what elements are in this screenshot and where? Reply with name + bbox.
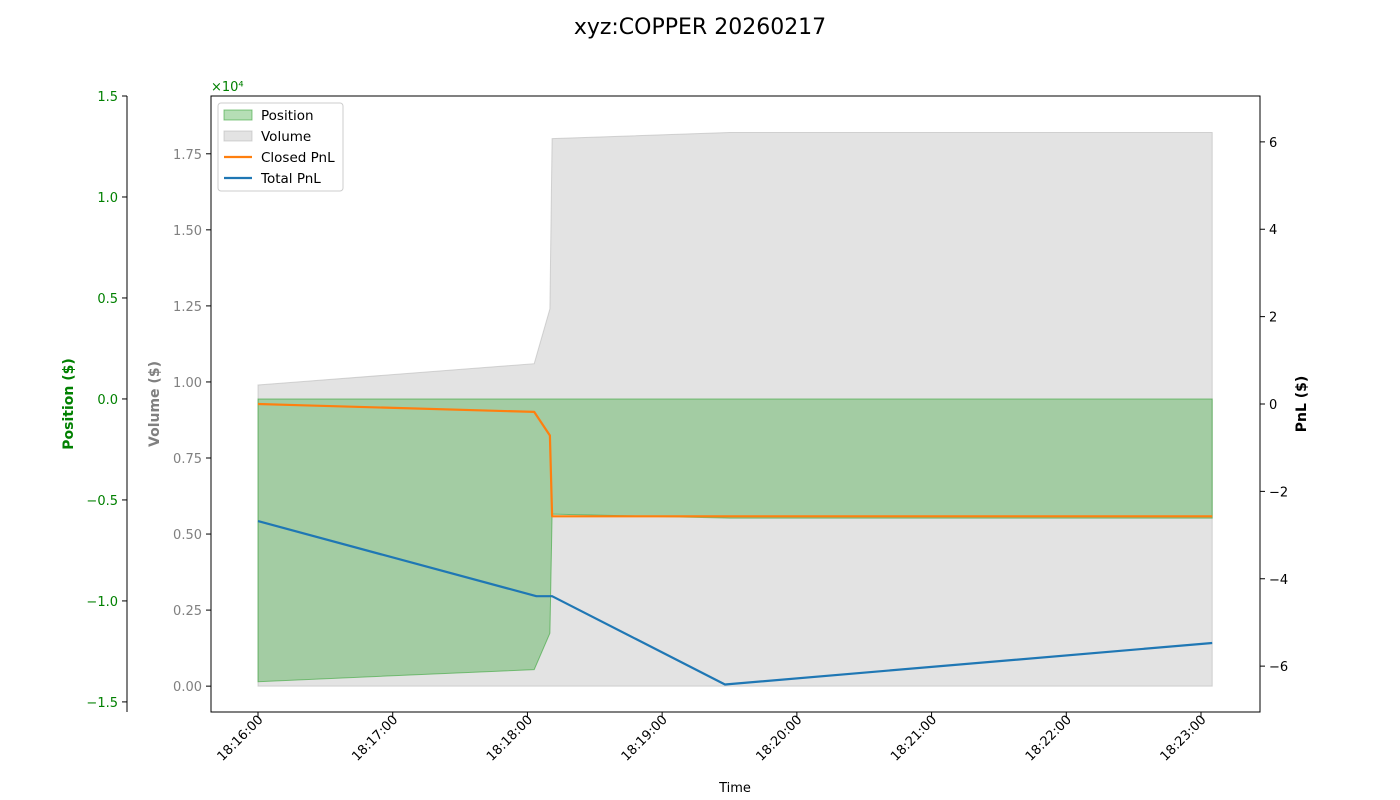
x-tick-label: 18:18:00 (484, 713, 536, 765)
x-tick-label: 18:23:00 (1158, 713, 1210, 765)
legend-swatch-volume (223, 130, 253, 142)
volume-tick-label: 1.75 (173, 148, 202, 163)
x-axis-title: Time (718, 781, 751, 796)
volume-tick-label: 1.25 (173, 300, 202, 315)
x-tick-label: 18:19:00 (619, 713, 671, 765)
position-tick-label: −0.5 (86, 494, 118, 509)
pnl-axis-title: PnL ($) (1294, 376, 1310, 433)
volume-tick-label: 0.75 (173, 452, 202, 467)
legend-label-position: Position (261, 108, 314, 124)
x-tick-label: 18:20:00 (753, 713, 805, 765)
x-tick-label: 18:21:00 (888, 713, 940, 765)
legend-swatch-position (223, 109, 253, 121)
x-tick-label: 18:22:00 (1023, 713, 1075, 765)
position-axis-title: Position ($) (61, 358, 77, 450)
volume-tick-label: 1.50 (173, 224, 202, 239)
pnl-tick-label: 0 (1269, 398, 1277, 413)
position-tick-label: 0.5 (97, 292, 118, 307)
position-tick-label: −1.0 (86, 595, 118, 610)
volume-tick-label: 0.00 (173, 680, 202, 695)
position-multiplier: ×10⁴ (211, 80, 244, 95)
position-tick-label: −1.5 (86, 696, 118, 711)
pnl-tick-label: −4 (1269, 573, 1288, 588)
x-tick-label: 18:17:00 (349, 713, 401, 765)
legend-label-closed-pnl: Closed PnL (261, 150, 335, 166)
legend-label-total-pnl: Total PnL (260, 171, 321, 187)
pnl-tick-label: 6 (1269, 136, 1277, 151)
legend-box (217, 102, 344, 192)
legend-label-volume: Volume (261, 129, 311, 145)
x-tick-label: 18:16:00 (215, 713, 267, 765)
volume-tick-label: 0.50 (173, 528, 202, 543)
pnl-tick-label: 4 (1269, 223, 1277, 238)
chart-title: xyz:COPPER 20260217 (574, 15, 826, 40)
position-tick-label: 1.5 (97, 90, 118, 105)
legend: Position Volume Closed PnL Total PnL (217, 102, 344, 192)
closed-pnl-line (257, 402, 1213, 518)
volume-axis-title: Volume ($) (147, 361, 163, 447)
position-tick-label: 1.0 (97, 191, 118, 206)
pnl-tick-label: −2 (1269, 485, 1288, 500)
volume-tick-label: 1.00 (173, 376, 202, 391)
pnl-tick-label: 2 (1269, 311, 1277, 326)
volume-tick-label: 0.25 (173, 604, 202, 619)
total-pnl-line (257, 520, 1213, 686)
pnl-tick-label: −6 (1269, 660, 1288, 675)
position-tick-label: 0.0 (97, 393, 118, 408)
